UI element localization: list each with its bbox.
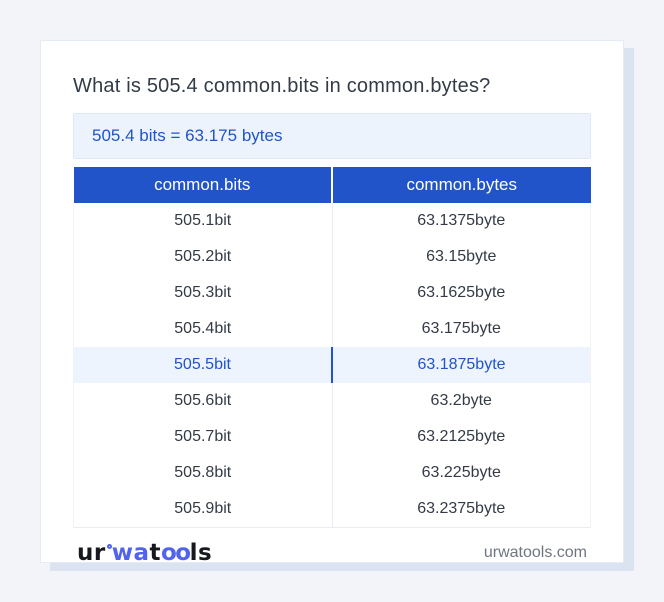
bytes-cell: 63.225byte [332,455,591,491]
bytes-cell: 63.1875byte [332,347,591,383]
logo-text-t: t [149,539,161,566]
conversion-table-body: 505.1bit 63.1375byte 505.2bit 63.15byte … [73,203,591,528]
page-title: What is 505.4 common.bits in common.byte… [73,75,491,97]
table-row[interactable]: 505.2bit 63.15byte [73,239,591,275]
conversion-result-text: 505.4 bits = 63.175 bytes [92,126,283,145]
bits-cell: 505.3bit [73,275,333,311]
bits-cell: 505.2bit [73,239,333,275]
bytes-cell: 63.1625byte [332,275,591,311]
conversion-result-box: 505.4 bits = 63.175 bytes [73,113,591,159]
bits-cell: 505.5bit [73,347,333,383]
bits-cell: 505.6bit [73,383,333,419]
table-row[interactable]: 505.4bit 63.175byte [73,311,591,347]
bits-cell: 505.9bit [73,491,333,528]
table-row[interactable]: 505.5bit 63.1875byte [73,347,591,383]
bytes-cell: 63.175byte [332,311,591,347]
table-row[interactable]: 505.1bit 63.1375byte [73,203,591,239]
column-header-bytes: common.bytes [332,167,591,203]
conversion-table-header: common.bits common.bytes [73,167,591,203]
logo-ring-icon [106,543,112,549]
table-row[interactable]: 505.3bit 63.1625byte [73,275,591,311]
bytes-cell: 63.2125byte [332,419,591,455]
urwatools-logo[interactable]: ur wa t oo ls [77,540,212,566]
bytes-cell: 63.1375byte [332,203,591,239]
logo-text-ls: ls [189,539,213,566]
converter-card: What is 505.4 common.bits in common.byte… [40,40,624,566]
logo-text-ur: ur [77,539,106,566]
table-row[interactable]: 505.8bit 63.225byte [73,455,591,491]
column-header-bits: common.bits [73,167,333,203]
table-row[interactable]: 505.7bit 63.2125byte [73,419,591,455]
logo-text-oo: oo [161,539,191,566]
logo-text-wa: wa [111,539,150,566]
bits-cell: 505.8bit [73,455,333,491]
bytes-cell: 63.2byte [332,383,591,419]
table-row[interactable]: 505.6bit 63.2byte [73,383,591,419]
bits-cell: 505.4bit [73,311,333,347]
conversion-table: common.bits common.bytes 505.1bit 63.137… [73,167,591,528]
bits-cell: 505.1bit [73,203,333,239]
table-row[interactable]: 505.9bit 63.2375byte [73,491,591,528]
bits-cell: 505.7bit [73,419,333,455]
site-domain-text: urwatools.com [483,543,587,561]
bytes-cell: 63.15byte [332,239,591,275]
bytes-cell: 63.2375byte [332,491,591,528]
card-footer: ur wa t oo ls urwatools.com [73,528,591,568]
